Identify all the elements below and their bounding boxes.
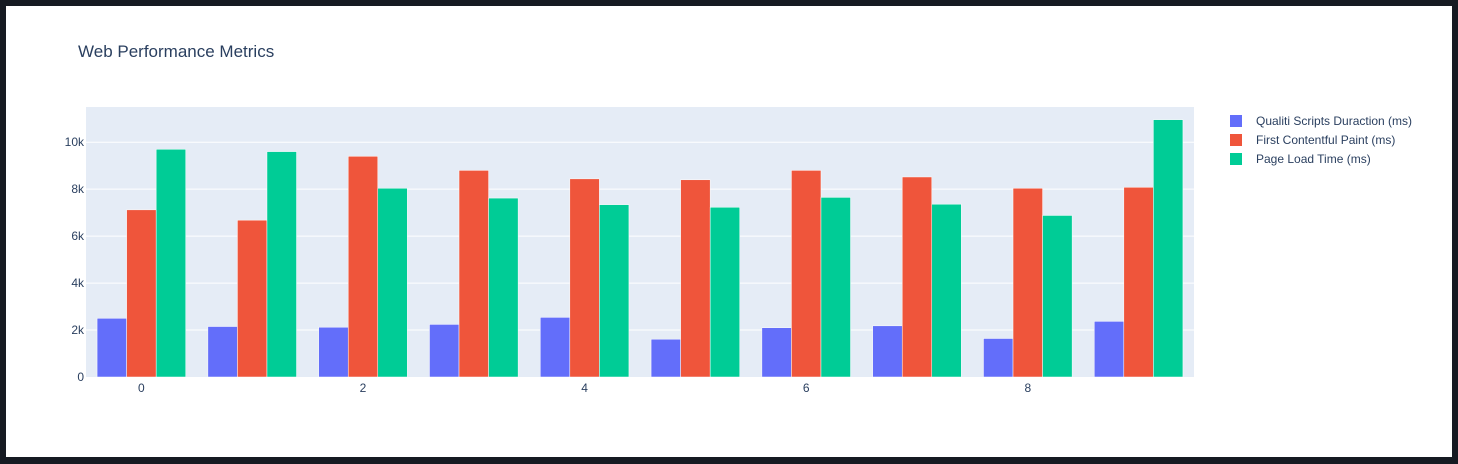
legend-swatch [1230, 153, 1242, 165]
x-tick-label: 6 [803, 381, 810, 395]
bar [791, 170, 822, 378]
x-tick-label: 2 [360, 381, 367, 395]
bar [266, 151, 297, 378]
x-axis-ticks: 0 2 4 6 8 [138, 381, 1031, 395]
bar [207, 326, 238, 378]
chart-title: Web Performance Metrics [78, 42, 274, 61]
bar [1153, 119, 1184, 378]
bar [709, 207, 740, 378]
y-tick-label: 10k [65, 135, 85, 149]
y-tick-label: 0 [77, 370, 84, 384]
bar [1123, 187, 1154, 378]
bar [488, 197, 519, 378]
x-tick-label: 8 [1024, 381, 1031, 395]
bar [820, 197, 851, 378]
bar [761, 327, 792, 378]
x-tick-label: 4 [581, 381, 588, 395]
bar [1094, 321, 1125, 378]
y-tick-label: 2k [71, 323, 85, 337]
legend[interactable]: Qualiti Scripts Duraction (ms) First Cont… [1230, 114, 1412, 166]
bar [458, 170, 489, 378]
y-axis-ticks: 0 2k 4k 6k 8k 10k [65, 135, 85, 384]
bar [650, 338, 681, 378]
y-tick-label: 8k [71, 182, 85, 196]
bar [569, 178, 600, 378]
bar [599, 204, 630, 378]
bar [983, 338, 1014, 378]
legend-label: Page Load Time (ms) [1256, 152, 1371, 166]
bar [347, 156, 379, 378]
bar [126, 209, 157, 378]
bar [429, 324, 460, 378]
bar [237, 219, 268, 378]
bar [680, 179, 711, 378]
bar [540, 317, 571, 378]
x-tick-label: 0 [138, 381, 145, 395]
bars [96, 119, 1184, 378]
legend-label: Qualiti Scripts Duraction (ms) [1256, 114, 1412, 128]
y-tick-label: 6k [71, 229, 85, 243]
bar [318, 326, 349, 378]
bar [1042, 215, 1073, 378]
bar [155, 149, 186, 378]
legend-label: First Contentful Paint (ms) [1256, 133, 1395, 147]
bar [931, 203, 962, 378]
bar [901, 176, 933, 378]
legend-swatch [1230, 134, 1242, 146]
legend-swatch [1230, 115, 1242, 127]
bar [96, 318, 127, 378]
chart-svg: Web Performance Metrics 0 2k 4k 6k 8k 10k 0 2 4… [65, 42, 1412, 395]
bar [377, 187, 408, 378]
chart-panel: Web Performance Metrics 0 2k 4k 6k 8k 10k 0 2 4… [6, 6, 1452, 457]
bar [872, 325, 903, 378]
y-tick-label: 4k [71, 276, 85, 290]
bar [1012, 187, 1043, 378]
